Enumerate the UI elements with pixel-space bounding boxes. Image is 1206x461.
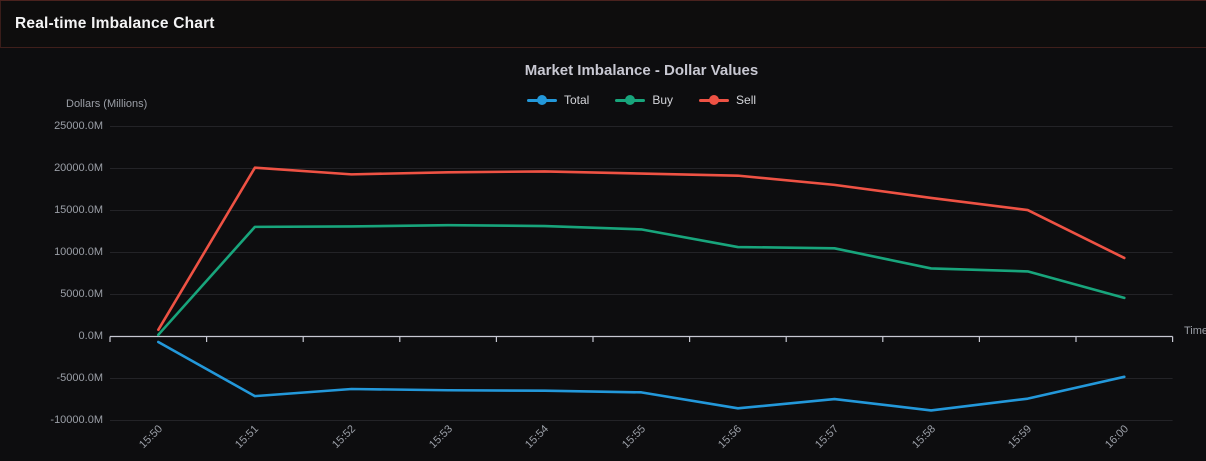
legend-marker-icon [699,95,730,105]
market-imbalance-chart: Market Imbalance - Dollar Values Total Bu… [0,49,1206,461]
y-tick-label: 15000.0M [54,204,103,216]
legend-label: Sell [736,93,757,107]
legend-marker-icon [615,95,646,105]
chart-plot-area [109,126,1174,421]
series-line-total [157,340,1126,412]
chart-legend: Total Buy Sell [110,91,1173,109]
y-tick-label: 10000.0M [54,246,103,258]
y-tick-label: 0.0M [78,330,103,342]
y-tick-label: 20000.0M [54,162,103,174]
legend-item-sell[interactable]: Sell [699,93,756,107]
series-line-buy [157,223,1126,337]
y-tick-label: 5000.0M [60,288,103,300]
y-axis-title: Dollars (Millions) [66,98,148,110]
y-tick-label: -10000.0M [50,414,103,426]
chart-title: Market Imbalance - Dollar Values [524,62,759,79]
x-axis-title: Time [1184,325,1206,337]
page-header: Real-time Imbalance Chart [0,1,1206,48]
legend-label: Total [563,93,590,107]
page-title: Real-time Imbalance Chart [15,15,215,32]
series-line-sell [157,166,1126,332]
y-tick-label: -5000.0M [56,372,103,384]
legend-item-buy[interactable]: Buy [615,93,673,107]
legend-marker-icon [526,95,557,105]
y-tick-label: 25000.0M [54,120,103,132]
legend-item-total[interactable]: Total [526,93,590,107]
legend-label: Buy [652,93,674,107]
